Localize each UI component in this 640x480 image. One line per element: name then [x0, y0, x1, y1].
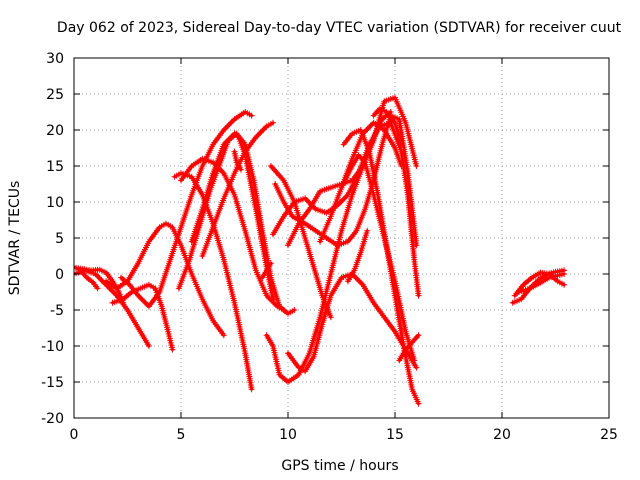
- series-arc-13: [259, 260, 274, 281]
- axis-ticks: [73, 57, 610, 419]
- chart-title: Day 062 of 2023, Sidereal Day-to-day VTE…: [57, 20, 622, 36]
- x-tick-labels: 0 5 10 15 20 25: [70, 427, 618, 443]
- series-arc-12: [231, 148, 244, 173]
- series-markers: [263, 109, 394, 385]
- series-arc-3: [74, 267, 152, 349]
- y-tick-label: 25: [46, 87, 64, 103]
- series-arc-23: [344, 227, 371, 285]
- series-arc-24: [370, 105, 405, 148]
- y-tick-label: 15: [46, 159, 64, 175]
- series-markers: [396, 332, 422, 364]
- series-arc-6: [118, 109, 255, 310]
- series-markers: [270, 119, 422, 299]
- x-tick-label: 5: [177, 427, 186, 443]
- series-markers: [370, 105, 405, 148]
- y-tick-label: -15: [41, 375, 64, 391]
- x-tick-label: 0: [70, 427, 79, 443]
- y-tick-label: 30: [46, 51, 64, 67]
- series-markers: [231, 148, 244, 173]
- series-arc-11: [199, 119, 276, 259]
- series-markers: [344, 227, 371, 285]
- series-markers: [317, 119, 405, 245]
- x-tick-label: 15: [386, 427, 404, 443]
- series-arc-7: [171, 170, 255, 393]
- series-markers: [199, 119, 276, 259]
- series-markers: [259, 260, 274, 281]
- data-series: [74, 94, 568, 407]
- y-tick-label: -5: [50, 303, 64, 319]
- x-tick-label: 20: [493, 427, 511, 443]
- x-axis-title: GPS time / hours: [281, 458, 398, 474]
- series-markers: [118, 109, 255, 310]
- y-tick-label: 5: [55, 231, 64, 247]
- y-tick-label: 10: [46, 195, 64, 211]
- series-markers: [109, 281, 176, 353]
- series-arc-20: [317, 119, 405, 245]
- series-arc-25: [396, 332, 422, 364]
- series-arc-19: [270, 119, 422, 299]
- series-trace: [265, 110, 393, 384]
- y-axis-title: SDTVAR / TECUs: [7, 181, 23, 296]
- y-tick-label: 20: [46, 123, 64, 139]
- series-arc-14: [263, 109, 394, 385]
- y-tick-label: -10: [41, 339, 64, 355]
- series-arc-15: [267, 163, 334, 321]
- x-tick-label: 25: [600, 427, 618, 443]
- series-arc-22: [340, 127, 422, 407]
- series-markers: [74, 267, 152, 349]
- series-markers: [171, 170, 255, 393]
- y-tick-labels: -20 -15 -10 -5 0 5 10 15 20 25 30: [41, 51, 64, 427]
- x-tick-label: 10: [279, 427, 297, 443]
- series-markers: [267, 163, 334, 321]
- series-markers: [516, 271, 568, 295]
- series-arc-5: [109, 281, 176, 353]
- y-tick-label: 0: [55, 267, 64, 283]
- y-tick-label: -20: [41, 411, 64, 427]
- series-markers: [340, 127, 422, 407]
- series-arc-28: [516, 271, 568, 295]
